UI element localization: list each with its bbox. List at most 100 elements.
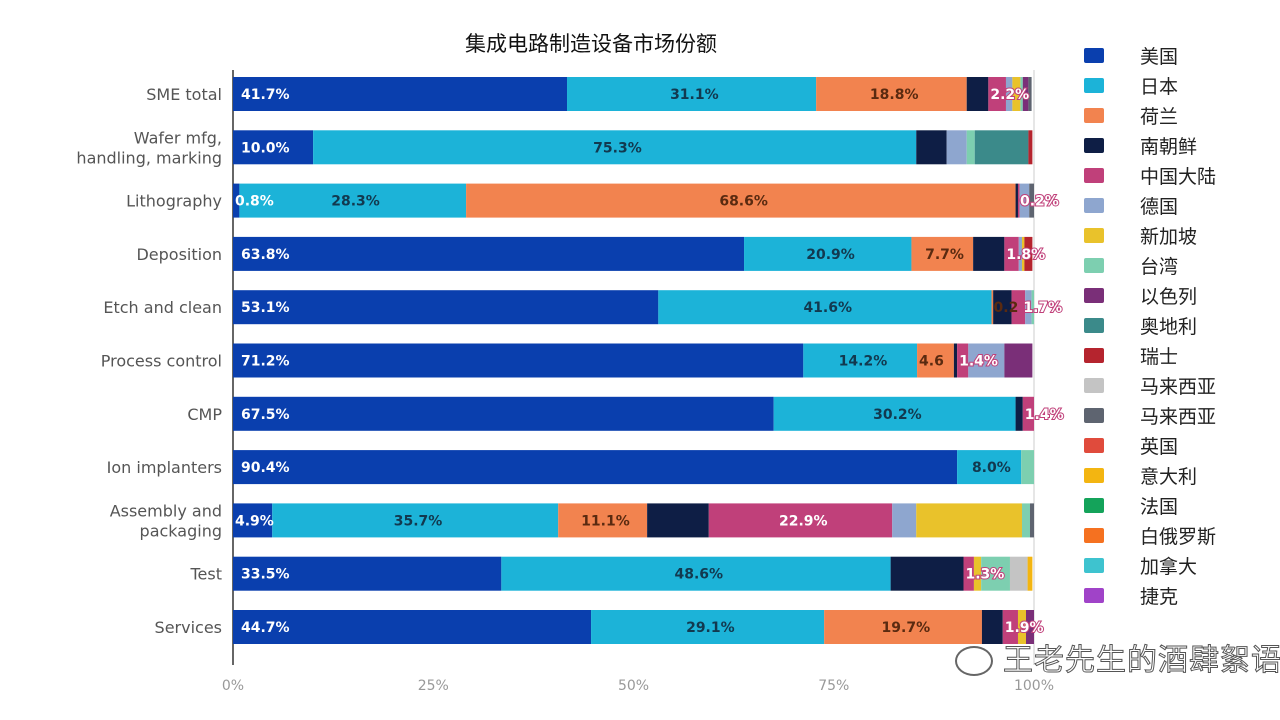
bar-segment: [916, 503, 1022, 538]
legend-label: 以色列: [1140, 285, 1198, 308]
bar-segment: [1022, 77, 1029, 111]
bar-segment: [1012, 77, 1021, 111]
legend-swatch: [1084, 107, 1104, 123]
legend-swatch: [1084, 377, 1104, 393]
legend-swatch: [1084, 227, 1104, 243]
legend-item: 意大利: [1084, 460, 1216, 490]
bar-segment: [890, 556, 964, 591]
data-label: 19.7%: [882, 620, 931, 636]
bar-segment: [708, 503, 893, 538]
bar-segment: [957, 450, 1022, 485]
bar-segment: [1002, 610, 1018, 644]
data-label: 7.7%: [925, 247, 964, 263]
legend-label: 白俄罗斯: [1140, 525, 1217, 548]
legend-swatch: [1084, 257, 1104, 273]
legend-item: 日本: [1084, 70, 1216, 100]
bar-segment: [946, 130, 967, 165]
legend-label: 台湾: [1140, 255, 1179, 278]
legend-label: 法国: [1140, 495, 1179, 518]
data-label: 33.5%: [241, 567, 290, 583]
legend-label: 日本: [1140, 75, 1179, 98]
legend-swatch: [1084, 437, 1104, 453]
legend-item: 德国: [1084, 190, 1216, 220]
legend-item: 新加坡: [1084, 220, 1216, 250]
bar-segment: [953, 343, 958, 378]
bar-segment: [911, 236, 974, 271]
data-label: 90.4%: [241, 460, 290, 476]
legend-swatch: [1084, 467, 1104, 483]
bar-segment: [803, 343, 918, 378]
bar-segment: [816, 77, 967, 111]
bar-segment: [1029, 183, 1034, 218]
bar-segment: [466, 183, 1016, 218]
bar-segment: [744, 236, 912, 271]
legend-label: 捷克: [1140, 585, 1179, 608]
x-tick-label: 50%: [618, 678, 649, 694]
legend-swatch: [1084, 77, 1104, 93]
category-label: Process control: [101, 352, 222, 371]
bar-segment: [981, 556, 1010, 591]
legend-label: 加拿大: [1140, 555, 1198, 578]
legend-item: 以色列: [1084, 280, 1216, 310]
legend-item: 台湾: [1084, 250, 1216, 280]
legend-label: 马来西亚: [1140, 375, 1217, 398]
data-label: 53.1%: [241, 300, 290, 316]
data-label: 1.8%: [1006, 247, 1045, 263]
bar-segment: [1009, 556, 1028, 591]
bar-segment: [233, 396, 774, 431]
legend-item: 加拿大: [1084, 550, 1216, 580]
legend-label: 新加坡: [1140, 225, 1198, 248]
bar-segment: [1021, 503, 1030, 538]
data-label: 20.9%: [806, 247, 855, 263]
data-label: 4.6: [919, 354, 944, 370]
legend-item: 奥地利: [1084, 310, 1216, 340]
bar-segment: [233, 503, 273, 538]
category-label: Etch and clean: [103, 298, 222, 317]
data-label: 41.7%: [241, 87, 290, 103]
bar-segment: [1015, 396, 1023, 431]
bar-segment: [916, 130, 947, 165]
bar-segment: [966, 77, 989, 111]
legend-swatch: [1084, 497, 1104, 513]
stacked-bar-chart: 0% 25% 50% 75% 100% SME total 41.7% 31.1% 18.8% 2…: [76, 70, 1065, 694]
bar-segment: [1011, 290, 1026, 325]
data-label: 2.2%: [990, 87, 1029, 103]
category-label: Services: [155, 618, 222, 637]
bar-segment: [1004, 343, 1033, 378]
bar-segment: [988, 77, 1006, 111]
category-label: Wafer mfg,: [134, 128, 222, 147]
data-label: 30.2%: [873, 407, 922, 423]
legend-label: 荷兰: [1140, 105, 1179, 128]
category-label: Deposition: [136, 245, 222, 264]
legend-swatch: [1084, 47, 1104, 63]
bar-segment: [1021, 236, 1025, 271]
legend-item: 英国: [1084, 430, 1216, 460]
data-label: 22.9%: [779, 513, 828, 529]
bar-segment: [773, 396, 1016, 431]
bar-segment: [233, 183, 240, 218]
legend-item: 南朝鲜: [1084, 130, 1216, 160]
bar-segment: [1021, 450, 1034, 485]
legend-swatch: [1084, 347, 1104, 363]
data-label: 11.1%: [581, 513, 630, 529]
data-label: 1.4%: [1025, 407, 1064, 423]
data-label: 29.1%: [686, 620, 735, 636]
category-label: SME total: [146, 85, 222, 104]
bar-segment: [1031, 290, 1034, 325]
legend-item: 美国: [1084, 40, 1216, 70]
bar-segment: [1017, 183, 1020, 218]
bar-segment: [973, 556, 982, 591]
data-label: 4.9%: [235, 513, 274, 529]
bar-segment: [591, 610, 825, 644]
legend-item: 马来西亚: [1084, 370, 1216, 400]
legend-item: 马来西亚: [1084, 400, 1216, 430]
legend: 美国 日本 荷兰 南朝鲜 中国大陆 德国 新加坡 台湾 以色列 奥地利 瑞士 马来西亚 马来西亚 英国 意大…: [1084, 40, 1216, 610]
legend-item: 捷克: [1084, 580, 1216, 610]
legend-swatch: [1084, 587, 1104, 603]
bar-segment: [1018, 236, 1022, 271]
bar-segment: [917, 343, 954, 378]
legend-label: 意大利: [1140, 465, 1198, 488]
legend-swatch: [1084, 197, 1104, 213]
legend-swatch: [1084, 137, 1104, 153]
bar-segment: [1028, 130, 1033, 165]
